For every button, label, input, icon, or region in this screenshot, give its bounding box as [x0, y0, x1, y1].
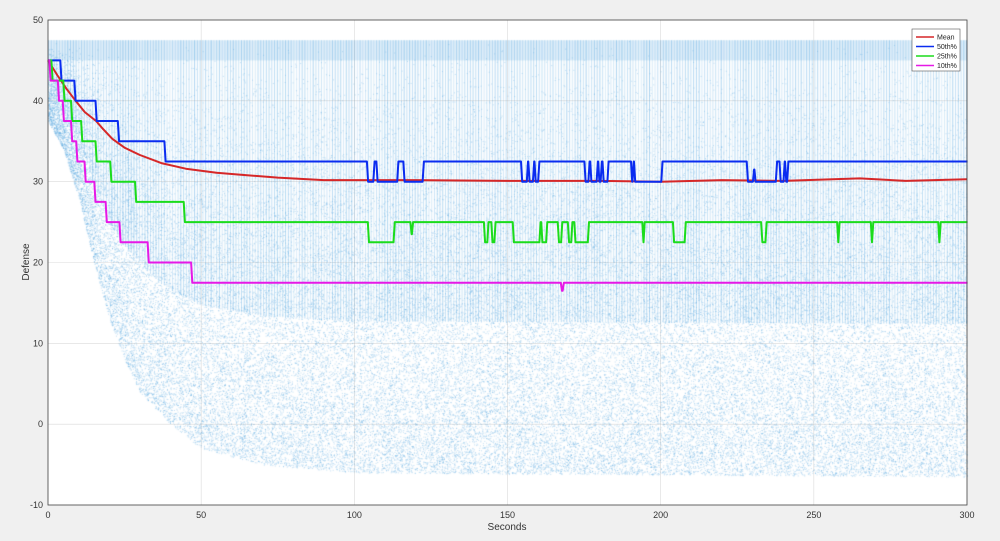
- y-tick-label: 50: [33, 15, 43, 25]
- y-tick-label: 30: [33, 177, 43, 187]
- y-tick-label: 0: [38, 419, 43, 429]
- x-tick-label: 100: [347, 510, 362, 520]
- x-tick-label: 250: [806, 510, 821, 520]
- legend: Mean 50th% 25th% 10th%: [911, 28, 961, 72]
- series-line-10th: [48, 59, 968, 292]
- y-tick-label: 10: [33, 338, 43, 348]
- y-tick-label: -10: [30, 500, 43, 510]
- x-tick-label: 200: [653, 510, 668, 520]
- series-line-50th: [48, 59, 968, 183]
- legend-entry: 10th%: [937, 63, 957, 70]
- legend-box: [911, 28, 961, 72]
- x-tick-label: 50: [196, 510, 206, 520]
- legend-entry: Mean: [937, 35, 955, 42]
- y-tick-label: 20: [33, 258, 43, 268]
- axes-box: [47, 19, 968, 506]
- y-axis-label: Defense: [21, 243, 32, 281]
- x-tick-label: 0: [45, 510, 50, 520]
- legend-entry: 25th%: [937, 54, 957, 61]
- series-line-mean: [47, 59, 968, 183]
- series-lines: [47, 59, 968, 292]
- y-tick-label: 40: [33, 96, 43, 106]
- x-tick-label: 300: [959, 510, 974, 520]
- x-axis-label: Seconds: [488, 522, 527, 533]
- x-tick-label: 150: [500, 510, 515, 520]
- legend-entry: 50th%: [937, 44, 957, 51]
- series-line-25th: [48, 59, 968, 244]
